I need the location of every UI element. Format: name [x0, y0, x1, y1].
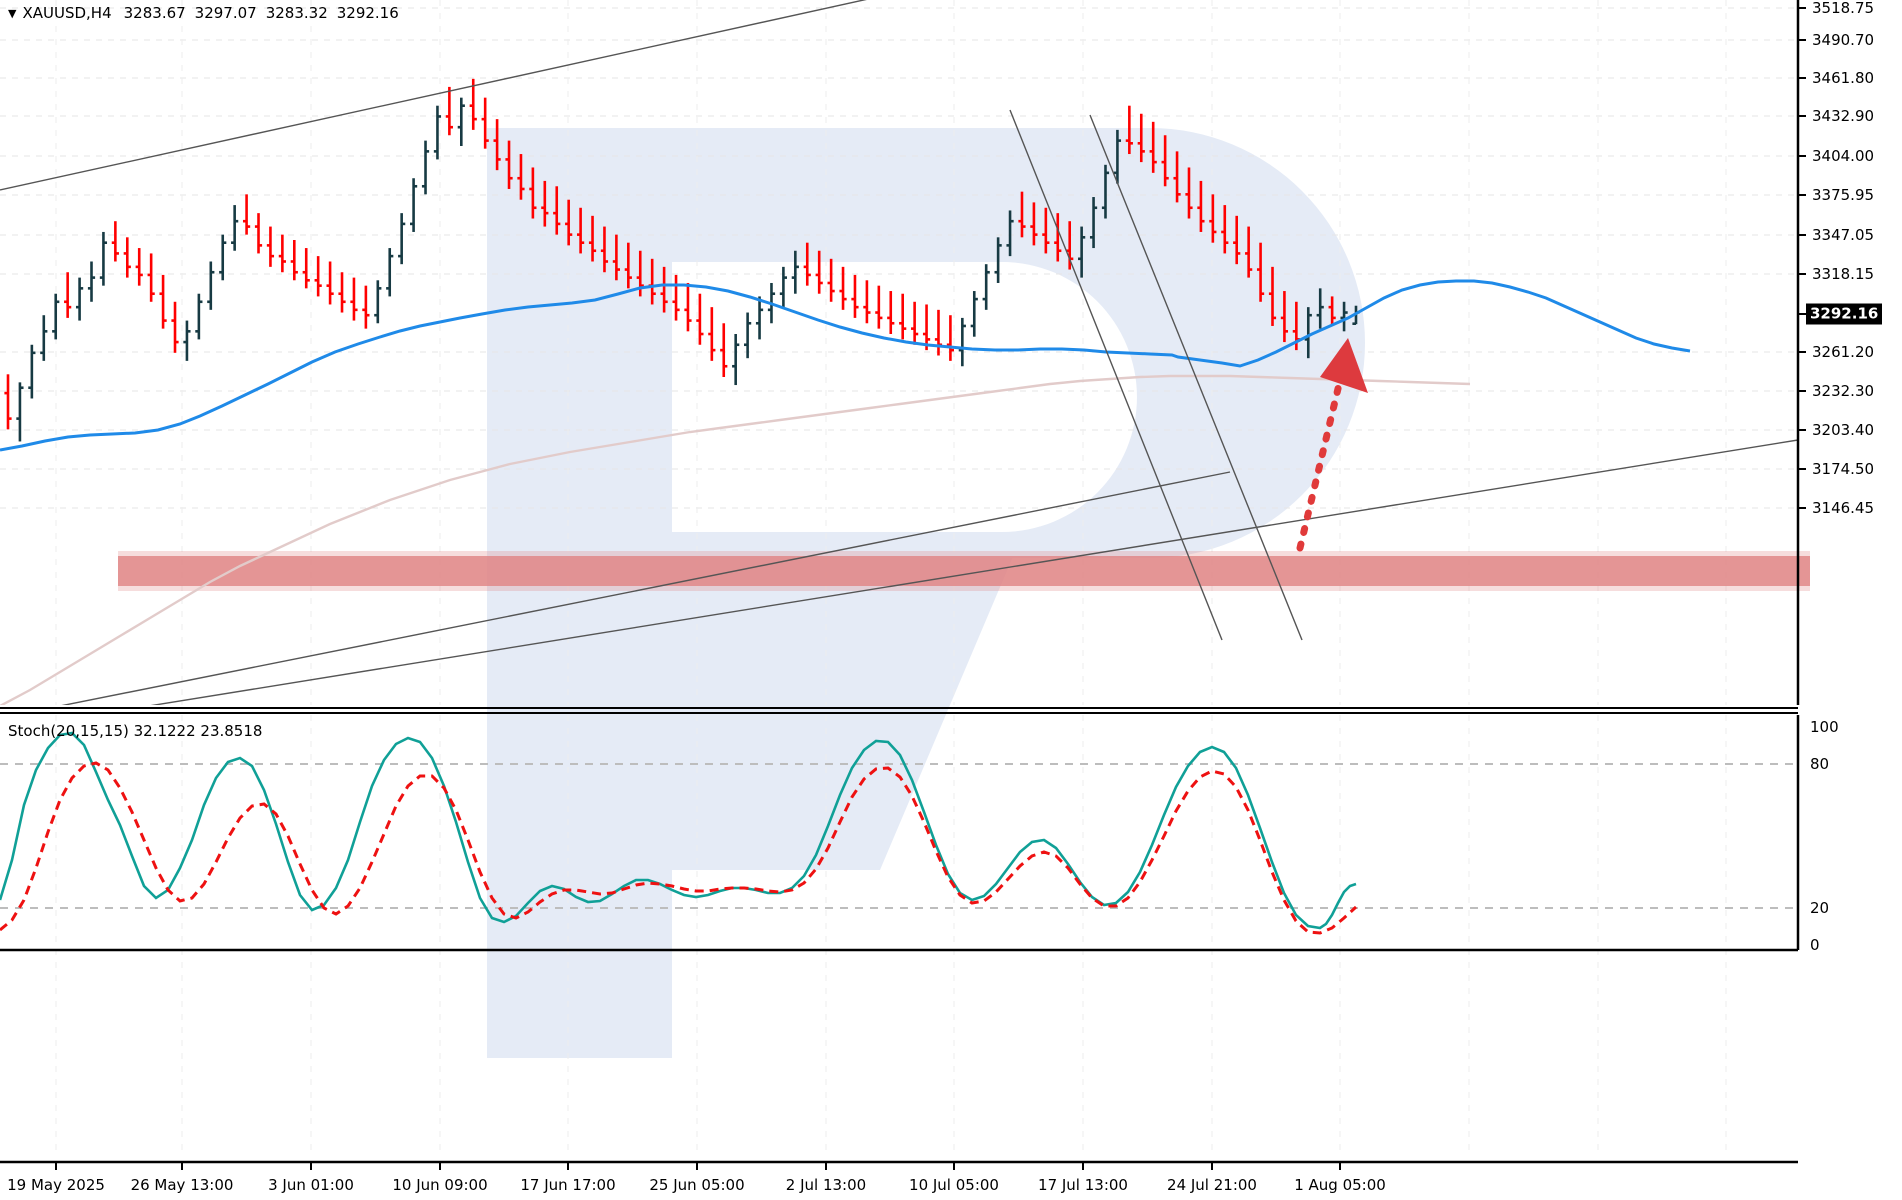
ohlc-values: 3283.67 3297.07 3283.32 3292.16	[124, 4, 408, 22]
ma-fast-line	[0, 279, 1691, 452]
price-label-3: 3432.90	[1812, 107, 1875, 125]
ma-slow-line	[0, 374, 1471, 705]
symbol-label: XAUUSD,H4	[22, 4, 112, 22]
triangle-down-icon[interactable]: ▼	[8, 7, 17, 20]
price-label-9: 3232.30	[1812, 382, 1875, 400]
price-axis-ticks	[1798, 7, 1806, 509]
time-label-4: 17 Jun 17:00	[520, 1176, 616, 1194]
price-label-2: 3461.80	[1812, 69, 1875, 87]
time-label-1: 26 May 13:00	[130, 1176, 234, 1194]
close-value: 3292.16	[336, 4, 399, 22]
trendlines-group	[0, 0, 1798, 705]
stoch-panel	[0, 715, 1800, 1150]
high-value: 3297.07	[194, 4, 257, 22]
time-label-5: 25 Jun 05:00	[649, 1176, 745, 1194]
price-label-4: 3404.00	[1812, 147, 1875, 165]
price-label-5: 3375.95	[1812, 186, 1875, 204]
time-label-2: 3 Jun 01:00	[268, 1176, 354, 1194]
price-label-6: 3347.05	[1812, 226, 1875, 244]
stoch-indicator-label: Stoch(20,15,15) 32.1222 23.8518	[8, 722, 263, 740]
ascending-support-line	[61, 471, 1231, 705]
time-label-0: 19 May 2025	[7, 1176, 105, 1194]
time-label-6: 2 Jul 13:00	[785, 1176, 867, 1194]
bullish-arrow	[1296, 338, 1368, 552]
stoch-label-0: 0	[1810, 936, 1820, 954]
time-label-8: 17 Jul 13:00	[1038, 1176, 1128, 1194]
stoch-d-line	[0, 761, 1358, 935]
time-label-3: 10 Jun 09:00	[392, 1176, 488, 1194]
current-price-tag: 3292.16	[1806, 303, 1883, 325]
price-label-11: 3174.50	[1812, 460, 1875, 478]
ascending-channel-upper	[0, 0, 867, 191]
time-label-10: 1 Aug 05:00	[1294, 1176, 1386, 1194]
time-axis-ticks	[55, 1162, 1341, 1170]
quote-header: ▼ XAUUSD,H4 3283.67 3297.07 3283.32 3292.16	[8, 4, 408, 22]
time-label-7: 10 Jul 05:00	[909, 1176, 999, 1194]
low-value: 3283.32	[265, 4, 328, 22]
time-label-9: 24 Jul 21:00	[1167, 1176, 1257, 1194]
stoch-label-80: 80	[1810, 755, 1830, 773]
price-label-7: 3318.15	[1812, 265, 1875, 283]
stoch-label-20: 20	[1810, 899, 1830, 917]
stoch-k-line	[0, 731, 1357, 930]
open-value: 3283.67	[123, 4, 186, 22]
price-label-0: 3518.75	[1812, 0, 1875, 17]
descending-channel-upper	[1009, 109, 1223, 641]
price-label-10: 3203.40	[1812, 421, 1875, 439]
support-zone-band	[118, 551, 1810, 591]
price-label-1: 3490.70	[1812, 31, 1875, 49]
candlestick-series	[4, 78, 1360, 442]
price-label-8: 3261.20	[1812, 343, 1875, 361]
price-label-12: 3146.45	[1812, 499, 1875, 517]
stoch-label-100: 100	[1810, 718, 1839, 736]
descending-channel-lower	[1089, 114, 1303, 641]
ascending-channel-lower	[150, 439, 1798, 705]
